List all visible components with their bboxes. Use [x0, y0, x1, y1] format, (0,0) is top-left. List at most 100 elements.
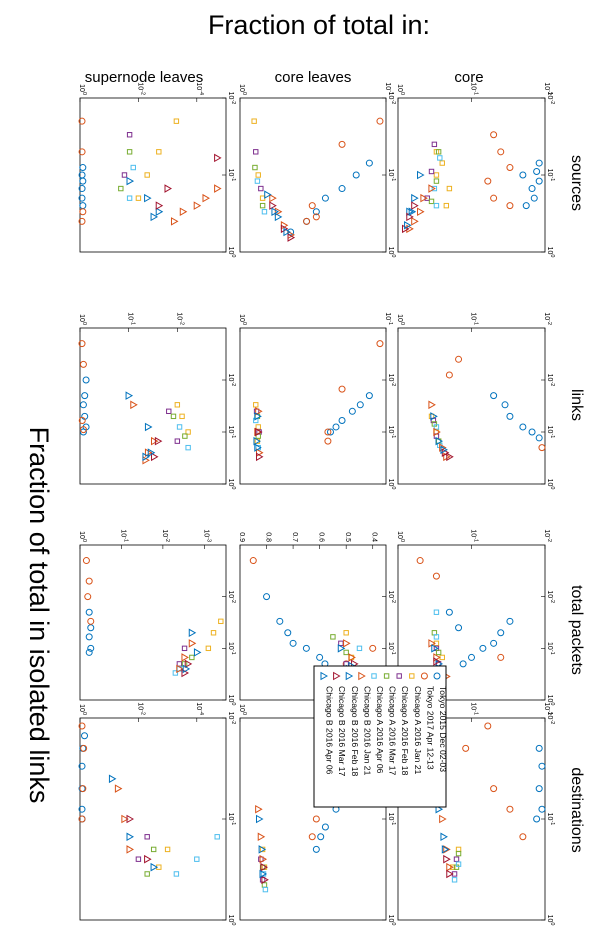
tick-base: 10 — [227, 247, 234, 255]
data-point-triangle — [108, 774, 117, 784]
tick-base: 10 — [78, 531, 85, 539]
data-point-triangle — [193, 201, 202, 210]
data-point-triangle — [333, 671, 341, 681]
x-tick-label: 100 — [227, 479, 236, 490]
data-point-square — [446, 185, 453, 192]
tick-exponent: -1 — [473, 90, 479, 95]
data-point-triangle — [269, 193, 277, 203]
data-point-triangle — [150, 862, 159, 872]
tick-base: 10 — [227, 915, 234, 923]
data-point-circle — [312, 815, 320, 823]
tick-exponent: 0 — [81, 539, 87, 542]
tick-exponent: -2 — [230, 598, 236, 603]
data-point-triangle — [257, 832, 266, 842]
row-title: destinations — [568, 767, 585, 852]
data-point-triangle — [164, 184, 173, 193]
data-point-square — [371, 673, 377, 679]
tick-exponent: 0 — [549, 702, 555, 705]
y-tick-label: 100 — [78, 314, 87, 325]
data-point-circle — [81, 732, 89, 740]
data-point-circle — [490, 131, 498, 139]
data-point-square — [253, 402, 259, 408]
data-point-triangle — [446, 869, 454, 879]
data-point-triangle — [255, 452, 264, 462]
row-title: links — [568, 389, 585, 421]
data-point-triangle — [126, 814, 135, 824]
data-point-circle — [321, 194, 329, 202]
data-point-triangle — [269, 201, 277, 210]
data-point-circle — [455, 624, 463, 632]
data-point-triangle — [261, 875, 269, 885]
data-point-triangle — [320, 671, 329, 681]
tick-base: 10 — [227, 374, 234, 382]
data-point-circle — [533, 167, 541, 175]
data-point-circle — [312, 208, 320, 216]
data-point-square — [433, 634, 440, 640]
data-point-square — [435, 649, 442, 656]
y-tick-label: 10-1 — [470, 82, 479, 95]
data-point-circle — [84, 593, 92, 601]
data-point-square — [455, 850, 462, 857]
tick-base: 10 — [546, 915, 553, 923]
data-point-circle — [535, 785, 543, 793]
data-point-square — [431, 185, 438, 192]
data-point-triangle — [417, 170, 425, 180]
column-title: supernode leaves — [85, 69, 203, 86]
tick-exponent: 0 — [241, 712, 247, 715]
tick-exponent: -2 — [230, 99, 236, 104]
tick-base: 10 — [546, 169, 553, 177]
data-point-circle — [338, 185, 346, 193]
data-point-triangle — [406, 224, 414, 234]
tick-exponent: -1 — [473, 537, 479, 542]
data-point-circle — [365, 159, 373, 167]
data-point-square — [383, 673, 390, 679]
data-point-square — [433, 172, 440, 178]
y-tick-label: 100 — [238, 84, 247, 95]
tick-exponent: -2 — [546, 90, 552, 95]
data-point-triangle — [443, 854, 451, 864]
data-point-square — [261, 882, 268, 888]
legend-entry: Chicago B 2016 Apr 06 — [325, 686, 335, 775]
data-point-square — [409, 673, 415, 679]
tick-exponent: -1 — [549, 433, 555, 438]
tick-exponent: -2 — [178, 320, 184, 325]
x-tick-label: 100 — [546, 915, 555, 926]
x-tick-label: 10-1 — [227, 426, 236, 439]
data-point-square — [174, 438, 181, 444]
y-tick-label: 10-2 — [161, 529, 170, 542]
data-point-square — [210, 630, 217, 636]
data-point-circle — [78, 416, 86, 424]
data-point-circle — [490, 785, 498, 793]
data-point-triangle — [404, 221, 412, 230]
data-point-circle — [479, 644, 487, 652]
tick-exponent: -1 — [549, 650, 555, 655]
legend-entry: Chicago A 2016 Feb 18 — [400, 686, 410, 776]
data-point-square — [218, 618, 224, 625]
tick-exponent: -1 — [230, 433, 236, 438]
tick-exponent: -1 — [122, 537, 128, 542]
legend-entry: Chicago B 2016 Jan 21 — [362, 686, 372, 776]
tick-base: 10 — [470, 82, 477, 90]
data-point-triangle — [441, 845, 450, 854]
data-point-triangle — [431, 644, 439, 653]
data-point-circle — [332, 423, 340, 431]
data-point-circle — [78, 815, 86, 823]
data-point-triangle — [142, 452, 150, 462]
tick-exponent: -1 — [549, 820, 555, 825]
tick-exponent: 0 — [549, 486, 555, 489]
data-point-circle — [538, 444, 546, 452]
data-point-square — [118, 185, 124, 192]
tick-exponent: 0 — [230, 254, 236, 257]
y-tick-label: 10-2 — [543, 312, 552, 325]
data-point-circle — [303, 217, 311, 225]
x-tick-label: 10-1 — [546, 813, 555, 826]
data-point-triangle — [433, 657, 441, 666]
tick-base: 10 — [227, 169, 234, 177]
data-point-triangle — [170, 217, 179, 226]
x-tick-label: 100 — [227, 695, 236, 706]
tick-base: 10 — [387, 590, 394, 598]
row-title: total packets — [568, 585, 585, 675]
data-point-circle — [78, 148, 86, 156]
x-tick-label: 10-2 — [227, 712, 236, 725]
